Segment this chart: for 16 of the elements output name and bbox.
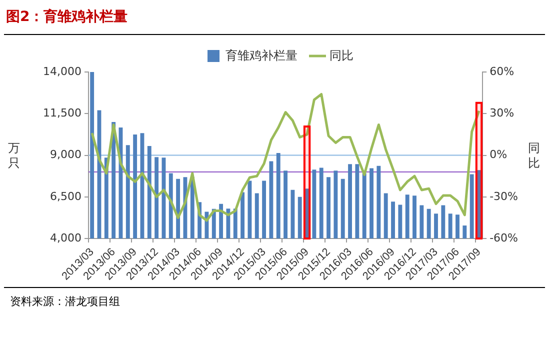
y-axis-title: 万只 — [8, 141, 21, 172]
y-tick-label: 6,500 — [50, 190, 82, 203]
chart-title: 图2：育雏鸡补栏量 — [6, 8, 128, 26]
legend-label: 育雏鸡补栏量 — [226, 48, 298, 62]
y-tick-label: 9,000 — [50, 148, 82, 162]
y2-tick-label: 30% — [490, 106, 514, 120]
y-tick-label: 11,500 — [42, 106, 82, 120]
text: 资料来源：潜龙项目组 — [10, 294, 120, 309]
y2-axis-title: 同比 — [528, 141, 541, 172]
y2-tick-label: 0% — [490, 148, 508, 162]
y-tick-label: 4,000 — [50, 231, 82, 244]
y-tick-label: 14,000 — [42, 64, 82, 78]
y2-tick-label: 60% — [490, 64, 514, 78]
legend-label: 同比 — [330, 48, 354, 62]
y2-tick-label: -30% — [490, 190, 518, 203]
y2-tick-label: -60% — [490, 231, 518, 244]
